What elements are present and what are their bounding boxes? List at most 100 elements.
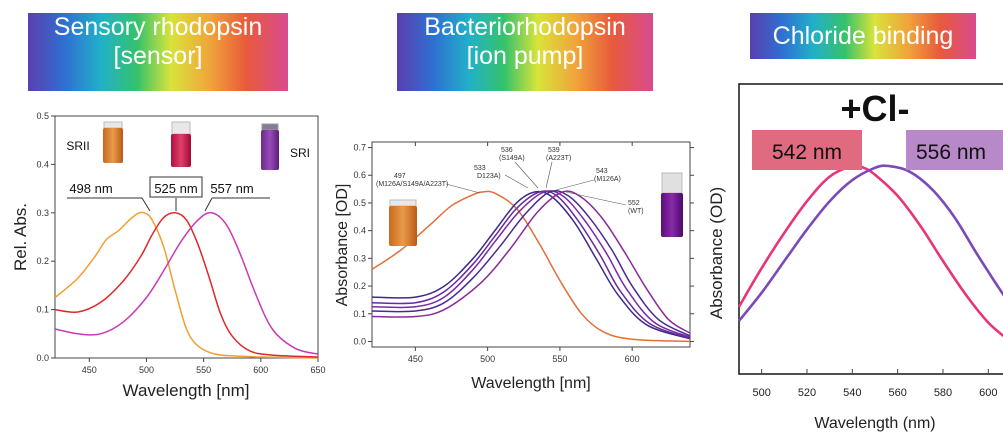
- x-tick-label: 600: [979, 387, 997, 399]
- plot-frame: [54, 115, 319, 359]
- vial-srii: [103, 121, 123, 163]
- banner-bacteriorhodopsin: Bacteriorhodopsin [ion pump]: [397, 13, 653, 91]
- x-axis-label: Wavelength (nm): [814, 415, 935, 432]
- svg-text:533: 533: [474, 165, 486, 172]
- y-tick-label: 0.0: [36, 353, 49, 363]
- x-tick-label: 450: [82, 365, 97, 375]
- series-line-0: [54, 211, 319, 359]
- x-axis-label: Wavelength [nm]: [123, 381, 250, 400]
- y-ticks: 0.0 0.1 0.2 0.3 0.4 0.5: [36, 111, 55, 363]
- annotation-552: 552 (WT): [565, 191, 644, 215]
- y-tick-label: 0.6: [353, 170, 366, 180]
- x-tick-label: 450: [408, 354, 423, 364]
- x-tick-label: 540: [843, 387, 861, 399]
- y-tick-label: 0.7: [353, 143, 366, 153]
- series-line-1: [371, 190, 691, 340]
- chart-bacteriorhodopsin: 0.0 0.1 0.2 0.3 0.4 0.5 0.6 0.7 450 500 550 600 Wa…: [334, 141, 694, 392]
- svg-text:497: 497: [394, 173, 406, 180]
- series-line-3: [371, 190, 691, 338]
- series-line-2: [371, 190, 691, 339]
- vial-orange: [389, 199, 417, 246]
- sample-label-sri: SRI: [290, 146, 310, 160]
- x-tick-label: 500: [752, 387, 770, 399]
- x-tick-label: 550: [552, 354, 567, 364]
- x-tick-label: 600: [625, 354, 640, 364]
- plot-frame: [738, 83, 1003, 375]
- x-tick-label: 500: [139, 365, 154, 375]
- x-ticks: 450 500 550 600: [408, 142, 640, 364]
- series-line-0: [371, 190, 691, 343]
- x-ticks: 500 520 540 560 580 600: [752, 369, 998, 399]
- banner-subtitle: [sensor]: [113, 42, 203, 70]
- peak-label-556: 556 nm: [916, 141, 986, 164]
- y-tick-label: 0.4: [36, 159, 49, 169]
- banner-title: Chloride binding: [772, 22, 954, 50]
- series-line-0: [737, 164, 1003, 338]
- svg-text:D123A): D123A): [477, 173, 501, 180]
- peak-box-542: [752, 130, 862, 170]
- y-tick-label: 0.1: [36, 305, 49, 315]
- y-tick-label: 0.1: [353, 309, 366, 319]
- annotation-543: 543 (M126A): [555, 168, 621, 191]
- x-ticks: 450 500 550 600 650: [82, 358, 326, 375]
- vial-red: [171, 121, 191, 167]
- annotation-533: 533 D123A): [474, 165, 529, 189]
- series-line-4: [371, 189, 691, 337]
- x-tick-label: 500: [480, 354, 495, 364]
- svg-text:552: 552: [628, 200, 640, 207]
- vial-purple: [661, 172, 683, 237]
- x-tick-label: 550: [196, 365, 211, 375]
- series-lines: [371, 189, 691, 343]
- x-axis-label: Wavelength [nm]: [471, 375, 590, 392]
- y-axis-label: Absorbance (OD): [707, 187, 726, 319]
- svg-text:(M126A): (M126A): [594, 176, 621, 183]
- y-tick-label: 0.5: [36, 111, 49, 121]
- leader-line-557-b: [204, 197, 213, 212]
- y-axis-label: Rel. Abs.: [11, 203, 30, 271]
- y-tick-label: 0.3: [353, 253, 366, 263]
- chart-sensory-rhodopsin: 0.0 0.1 0.2 0.3 0.4 0.5 450 500 550 600 650 Wavel…: [11, 111, 326, 400]
- svg-text:543: 543: [596, 168, 608, 175]
- y-tick-label: 0.2: [353, 281, 366, 291]
- y-tick-label: 0.0: [353, 336, 366, 346]
- banner-chloride-binding: Chloride binding: [750, 13, 976, 59]
- svg-text:536: 536: [501, 147, 513, 154]
- x-tick-label: 600: [253, 365, 268, 375]
- svg-text:(S149A): (S149A): [499, 155, 525, 162]
- peak-label-542: 542 nm: [772, 141, 842, 164]
- svg-text:(M126A/S149A/A223T): (M126A/S149A/A223T): [376, 181, 448, 188]
- peak-box-556: [906, 130, 1003, 170]
- series-line-2: [54, 211, 319, 355]
- annotation-536: 536 (S149A): [499, 147, 539, 189]
- y-tick-label: 0.5: [353, 198, 366, 208]
- svg-text:(WT): (WT): [628, 208, 644, 215]
- x-tick-label: 560: [888, 387, 906, 399]
- plot-frame: [371, 141, 691, 348]
- y-ticks: 0.0 0.1 0.2 0.3 0.4 0.5 0.6 0.7: [353, 143, 694, 346]
- series-lines: [737, 164, 1003, 338]
- banner-sensory-rhodopsin: Sensory rhodopsin [sensor]: [28, 13, 288, 91]
- peak-label-557: 557 nm: [210, 181, 253, 196]
- svg-text:539: 539: [548, 147, 560, 154]
- x-tick-label: 580: [934, 387, 952, 399]
- leader-line-498-b: [141, 197, 151, 212]
- chart-chloride-binding: 500 520 540 560 580 600 Wavelength (nm) Absor…: [707, 83, 1003, 432]
- banner-title: Sensory rhodopsin: [53, 13, 263, 41]
- banner-subtitle: [ion pump]: [466, 42, 584, 70]
- series-line-5: [371, 190, 691, 334]
- y-tick-label: 0.3: [36, 208, 49, 218]
- sample-label-srii: SRII: [66, 139, 89, 153]
- label-box-498: [67, 180, 115, 197]
- annotation-539: 539 (A223T): [545, 147, 571, 189]
- svg-text:(A223T): (A223T): [546, 155, 571, 162]
- vial-sri: [261, 123, 279, 170]
- peak-label-498: 498 nm: [69, 181, 112, 196]
- banner-title: Bacteriorhodopsin: [424, 13, 626, 41]
- y-tick-label: 0.4: [353, 226, 366, 236]
- series-lines: [54, 211, 319, 359]
- label-box-525: [149, 176, 203, 198]
- x-tick-label: 650: [310, 365, 325, 375]
- series-line-1: [737, 164, 1003, 322]
- x-tick-label: 520: [798, 387, 816, 399]
- peak-label-525: 525 nm: [154, 181, 197, 196]
